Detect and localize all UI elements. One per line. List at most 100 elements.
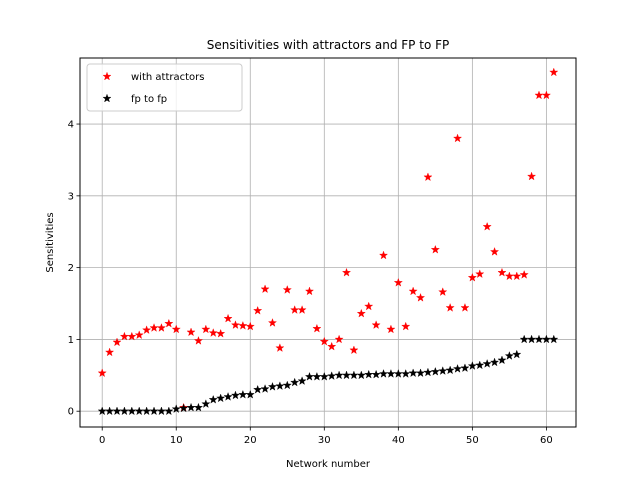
data-point <box>401 321 411 331</box>
x-tick-label: 10 <box>170 435 183 446</box>
data-point <box>105 347 115 357</box>
data-point <box>275 381 285 390</box>
data-point <box>127 406 137 416</box>
x-tick-label: 30 <box>318 435 331 446</box>
data-point <box>142 406 152 416</box>
data-point <box>504 351 514 360</box>
data-point <box>245 321 255 331</box>
data-point <box>230 320 241 329</box>
chart-title: Sensitivities with attractors and FP to … <box>207 38 449 52</box>
data-point <box>423 172 433 182</box>
data-point <box>312 371 322 381</box>
data-point <box>541 334 551 344</box>
axis-ticks: 0 10 20 30 40 50 60 0 1 2 3 4 <box>68 120 553 446</box>
y-tick-label: 2 <box>68 263 74 274</box>
legend-marker-with-attractors <box>102 71 112 81</box>
data-point <box>467 272 477 282</box>
series-markers <box>97 67 559 416</box>
data-point <box>112 337 122 347</box>
data-point <box>430 366 440 376</box>
data-point <box>164 406 174 416</box>
data-point <box>452 133 463 143</box>
data-point <box>341 370 352 380</box>
data-point <box>334 370 344 380</box>
data-point <box>378 250 389 260</box>
data-point <box>482 221 492 231</box>
data-point <box>142 325 152 334</box>
data-point <box>230 390 241 400</box>
data-point <box>149 406 159 416</box>
data-point <box>549 67 559 77</box>
data-point <box>282 380 292 390</box>
data-point <box>460 303 470 312</box>
data-point <box>134 406 144 416</box>
x-tick-label: 40 <box>392 435 405 446</box>
data-point <box>327 341 337 351</box>
data-point <box>415 368 426 378</box>
data-point <box>216 328 226 338</box>
data-point <box>112 406 122 416</box>
data-point <box>119 331 129 341</box>
data-point <box>489 357 500 367</box>
data-point <box>401 369 411 378</box>
data-point <box>253 384 263 394</box>
data-point <box>245 389 255 399</box>
data-point <box>186 402 196 412</box>
data-point <box>467 361 477 370</box>
data-point <box>489 247 500 256</box>
data-point <box>134 330 144 339</box>
x-tick-label: 20 <box>244 435 257 446</box>
data-point <box>497 267 507 277</box>
data-point <box>482 359 492 368</box>
data-point <box>393 369 403 378</box>
data-point <box>430 244 440 254</box>
data-point <box>460 363 470 373</box>
data-point <box>304 286 315 296</box>
data-point <box>378 369 389 378</box>
data-point <box>156 406 167 416</box>
data-point <box>415 292 426 302</box>
data-point <box>364 301 374 311</box>
data-point <box>171 404 181 413</box>
data-point <box>119 406 129 416</box>
data-point <box>475 269 485 278</box>
data-point <box>386 324 396 334</box>
legend-label-fp-to-fp: fp to fp <box>131 94 167 105</box>
data-point <box>356 308 366 318</box>
x-tick-label: 60 <box>540 435 553 446</box>
data-point <box>260 284 270 294</box>
data-point <box>304 371 315 381</box>
data-point <box>519 270 529 279</box>
data-point <box>238 320 248 330</box>
data-point <box>356 370 366 380</box>
y-tick-label: 0 <box>68 407 74 418</box>
data-point <box>127 331 137 341</box>
data-point <box>238 389 248 399</box>
data-point <box>541 90 551 100</box>
data-point <box>527 171 537 181</box>
data-point <box>438 287 448 296</box>
data-point <box>445 365 455 375</box>
data-point <box>408 368 418 378</box>
series-fp-to-fp <box>97 334 559 416</box>
legend-star <box>102 93 112 103</box>
legend-label-with-attractors: with attractors <box>131 72 204 83</box>
data-point <box>319 336 329 346</box>
x-axis-label: Network number <box>286 459 371 470</box>
data-point <box>290 377 300 387</box>
y-axis-label: Sensitivities <box>45 212 56 272</box>
data-point <box>193 402 204 412</box>
data-point <box>319 371 329 381</box>
data-point <box>386 369 396 378</box>
data-point <box>179 403 189 413</box>
data-point <box>512 271 522 281</box>
data-point <box>186 327 196 337</box>
data-point <box>341 267 352 277</box>
data-point <box>527 334 537 344</box>
y-tick-label: 1 <box>68 335 74 346</box>
data-point <box>216 393 226 403</box>
data-point <box>504 271 514 281</box>
data-point <box>334 334 344 344</box>
